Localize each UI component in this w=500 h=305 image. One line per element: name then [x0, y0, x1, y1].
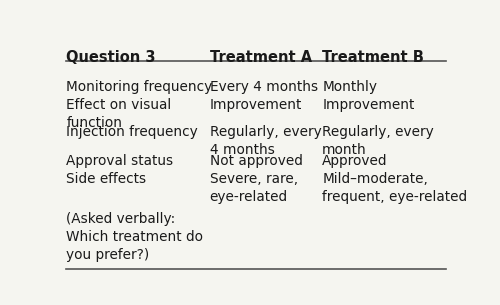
Text: Monitoring frequency: Monitoring frequency	[66, 80, 212, 94]
Text: Side effects: Side effects	[66, 172, 146, 186]
Text: Not approved: Not approved	[210, 154, 302, 168]
Text: Monthly: Monthly	[322, 80, 377, 94]
Text: (Asked verbally:
Which treatment do
you prefer?): (Asked verbally: Which treatment do you …	[66, 212, 203, 262]
Text: Mild–moderate,
frequent, eye-related: Mild–moderate, frequent, eye-related	[322, 172, 467, 204]
Text: Improvement: Improvement	[210, 98, 302, 112]
Text: Treatment B: Treatment B	[322, 49, 424, 65]
Text: Every 4 months: Every 4 months	[210, 80, 318, 94]
Text: Regularly, every
4 months: Regularly, every 4 months	[210, 125, 322, 157]
Text: Question 3: Question 3	[66, 49, 156, 65]
Text: Injection frequency: Injection frequency	[66, 125, 198, 139]
Text: Treatment A: Treatment A	[210, 49, 312, 65]
Text: Improvement: Improvement	[322, 98, 414, 112]
Text: Effect on visual
function: Effect on visual function	[66, 98, 172, 130]
Text: Approval status: Approval status	[66, 154, 174, 168]
Text: Regularly, every
month: Regularly, every month	[322, 125, 434, 157]
Text: Approved: Approved	[322, 154, 388, 168]
Text: Severe, rare,
eye-related: Severe, rare, eye-related	[210, 172, 298, 204]
